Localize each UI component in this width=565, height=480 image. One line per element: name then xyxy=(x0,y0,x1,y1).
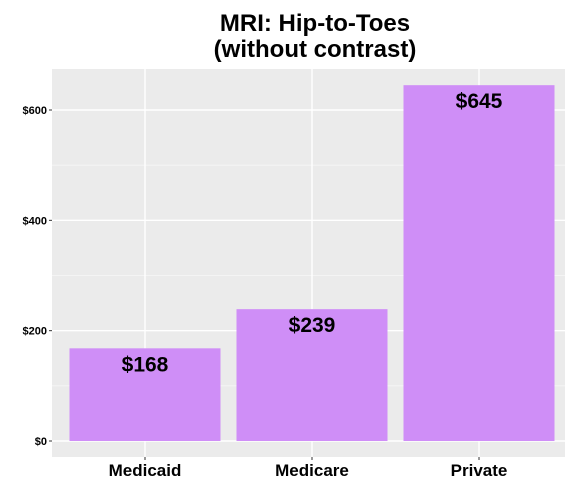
x-tick-label: Medicaid xyxy=(109,461,182,480)
bar-value-label: $168 xyxy=(122,353,169,376)
y-axis-ticks: $0 $200 $400 $600 xyxy=(23,105,52,448)
bar-value-label: $645 xyxy=(456,90,503,113)
bar-labels: $168 $239 $645 xyxy=(122,90,503,376)
x-tick-label: Medicare xyxy=(275,461,349,480)
bar-medicare xyxy=(236,309,388,441)
bar-private xyxy=(403,85,555,442)
chart-title-line-2: (without contrast) xyxy=(214,36,417,63)
bars xyxy=(69,85,555,442)
y-tick-label: $0 xyxy=(35,436,47,448)
chart-title-line-1: MRI: Hip-to-Toes xyxy=(220,10,410,37)
y-tick-label: $400 xyxy=(23,215,47,227)
y-tick-label: $200 xyxy=(23,326,47,338)
bar-medicaid xyxy=(69,348,221,441)
x-axis-ticks: Medicaid Medicare Private xyxy=(109,457,508,480)
bar-value-label: $239 xyxy=(289,314,336,337)
x-tick-label: Private xyxy=(451,461,508,480)
y-tick-label: $600 xyxy=(23,105,47,117)
